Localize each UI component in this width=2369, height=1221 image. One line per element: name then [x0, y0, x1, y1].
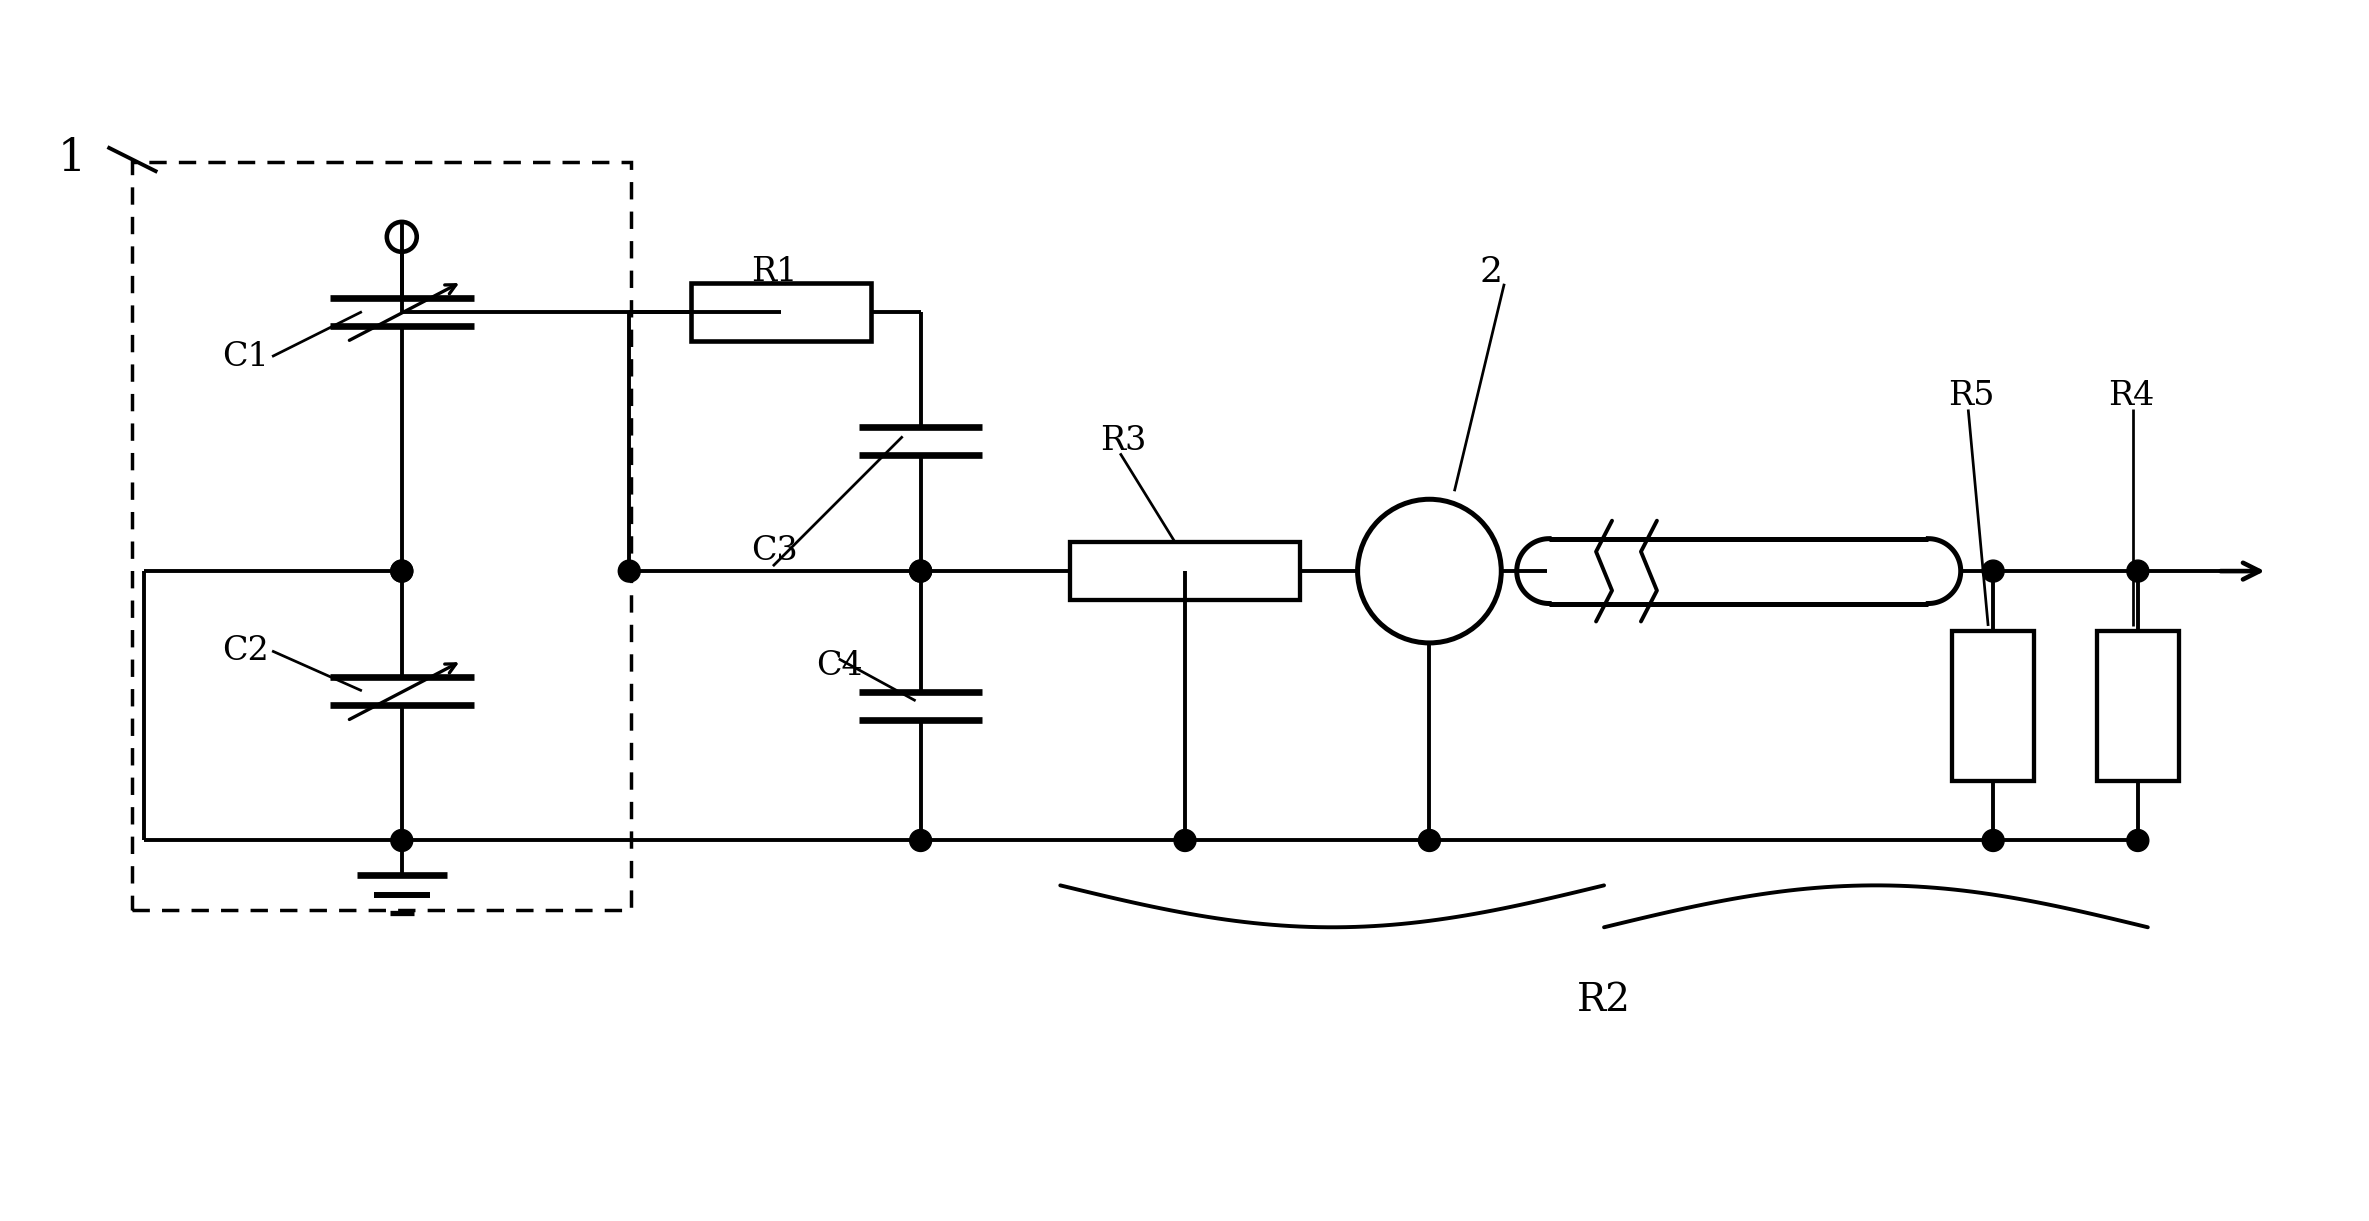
Circle shape [1983, 560, 2004, 582]
Text: R5: R5 [1947, 381, 1995, 413]
Circle shape [391, 829, 412, 851]
Circle shape [910, 560, 931, 582]
Bar [1071, 542, 1301, 600]
Text: C1: C1 [223, 341, 270, 372]
Text: R1: R1 [751, 255, 798, 288]
Circle shape [391, 560, 412, 582]
Circle shape [618, 560, 640, 582]
Circle shape [2127, 829, 2149, 851]
Text: C4: C4 [815, 650, 862, 681]
Circle shape [1419, 829, 1440, 851]
Circle shape [2127, 560, 2149, 582]
Text: R4: R4 [2108, 381, 2153, 413]
Circle shape [1175, 829, 1196, 851]
Circle shape [910, 829, 931, 851]
Text: 2: 2 [1478, 255, 1502, 289]
Text: C2: C2 [223, 635, 270, 667]
Bar [692, 283, 872, 341]
Text: R3: R3 [1099, 425, 1147, 458]
Text: 1: 1 [57, 137, 85, 181]
Bar [133, 162, 630, 911]
Circle shape [910, 560, 931, 582]
Circle shape [1983, 829, 2004, 851]
Text: R2: R2 [1578, 982, 1630, 1020]
Text: C3: C3 [751, 535, 798, 567]
Circle shape [391, 560, 412, 582]
Bar [2097, 631, 2179, 780]
Bar [1952, 631, 2035, 780]
